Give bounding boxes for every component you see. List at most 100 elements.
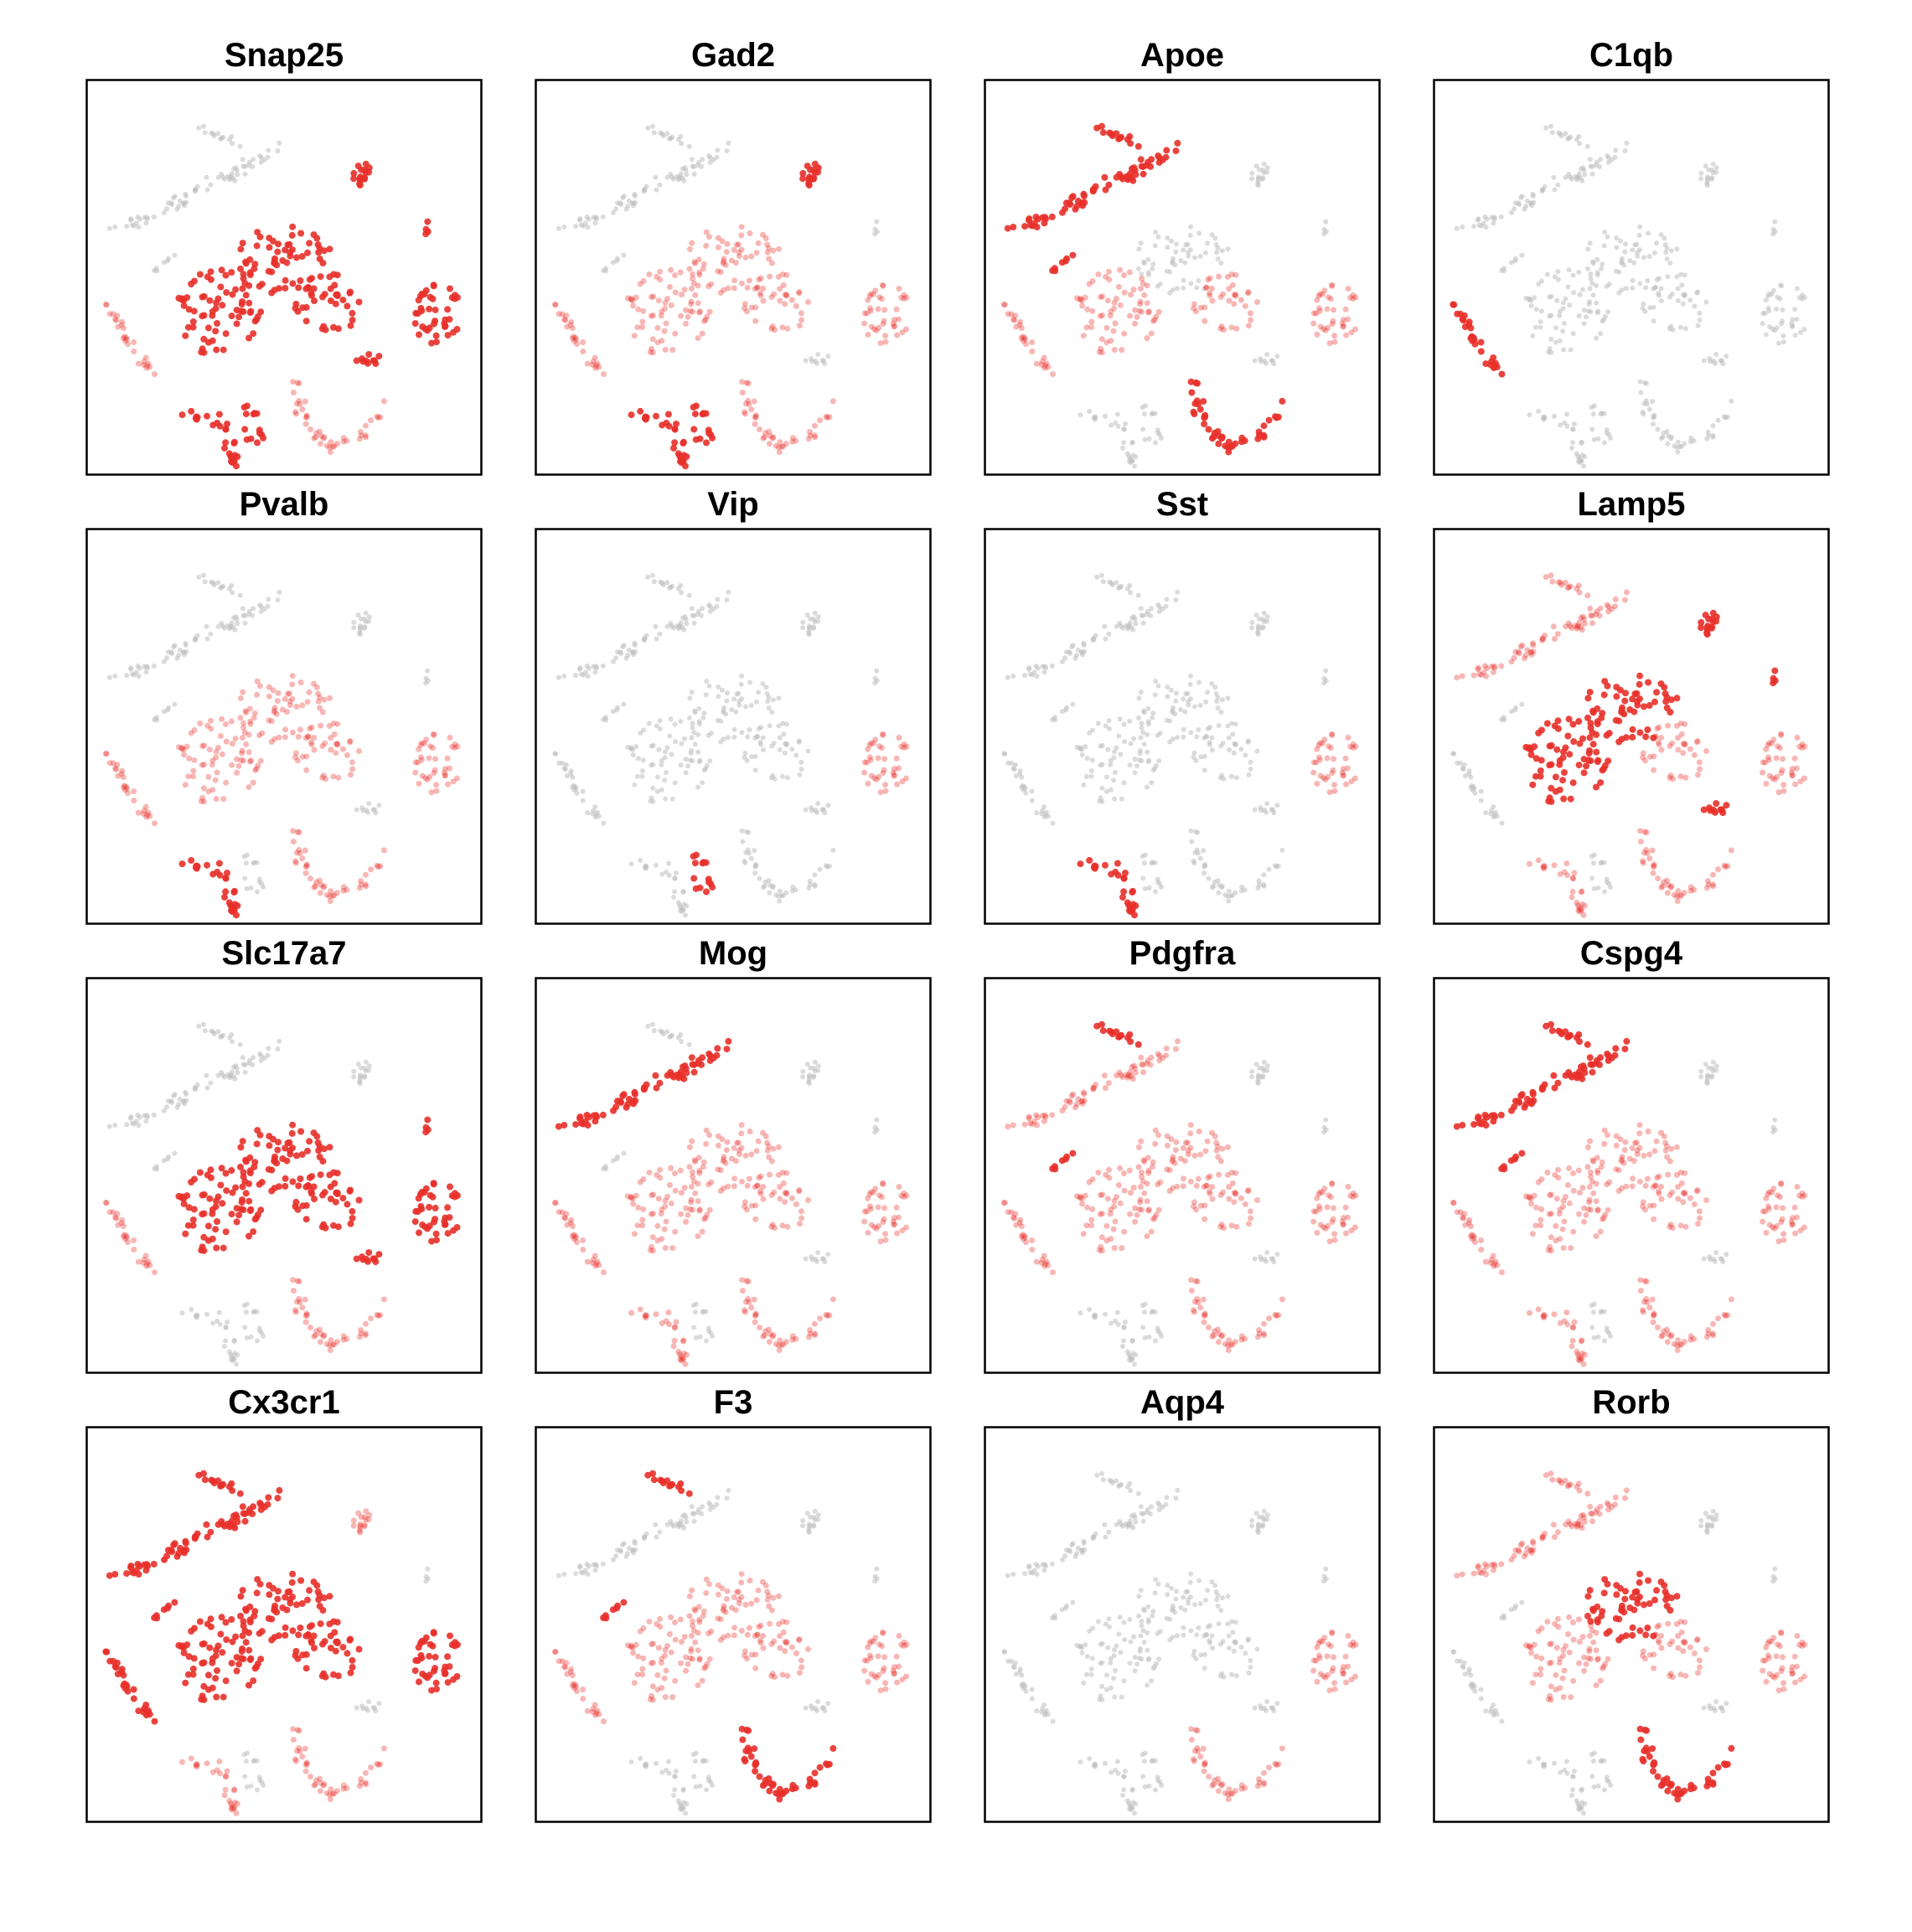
cell-point (1188, 730, 1194, 736)
cell-point (1216, 723, 1222, 729)
cell-point (1679, 282, 1685, 288)
cell-point (649, 762, 654, 768)
cell-point (224, 870, 230, 876)
cell-point (760, 1184, 767, 1190)
cell-point (1678, 271, 1684, 277)
cell-point (305, 733, 312, 740)
cell-point (1063, 707, 1068, 713)
cell-point (628, 411, 635, 419)
cell-point (824, 415, 830, 421)
cell-point (1578, 615, 1584, 621)
cell-point (1471, 224, 1477, 230)
cell-point (178, 744, 185, 751)
cell-point (876, 1222, 882, 1229)
cell-point (1650, 399, 1656, 405)
cell-point (222, 426, 230, 433)
cell-point (683, 320, 690, 327)
cell-point (702, 410, 710, 417)
cell-point (1760, 769, 1766, 776)
cell-point (190, 767, 197, 774)
cell-point (584, 1122, 592, 1129)
cell-point (431, 1204, 439, 1211)
cell-point (1559, 777, 1567, 784)
cell-point (1174, 1183, 1181, 1190)
cell-point (1587, 724, 1594, 731)
panel-title: Apoe (1140, 37, 1224, 74)
cell-point (1476, 222, 1482, 228)
cell-point (1153, 1211, 1160, 1218)
cell-point (282, 726, 289, 733)
cell-point (654, 862, 659, 868)
cell-point (773, 892, 779, 898)
cell-point (1566, 267, 1572, 273)
cell-point (363, 422, 369, 429)
cell-point (635, 306, 642, 313)
cell-point (649, 345, 655, 352)
cell-point (1314, 1229, 1320, 1236)
cell-point (1558, 581, 1565, 588)
cell-point (1721, 862, 1728, 869)
cell-point (896, 765, 902, 772)
cell-point (1691, 752, 1698, 758)
cell-point (697, 757, 703, 763)
cell-point (362, 432, 369, 439)
cell-point (654, 1222, 661, 1229)
cell-point (244, 852, 250, 858)
cell-point (356, 885, 363, 891)
cell-point (1637, 828, 1644, 834)
cell-point (1217, 325, 1224, 332)
cell-point (757, 1188, 763, 1195)
cell-point (235, 1352, 240, 1358)
cell-point (861, 320, 868, 327)
cell-point (1589, 741, 1597, 748)
cell-point (646, 721, 652, 726)
scatter-plot-snap25 (85, 79, 483, 476)
cell-point (1072, 1104, 1078, 1111)
cell-point (681, 178, 687, 183)
cell-point (1640, 858, 1646, 865)
cell-point (893, 306, 900, 313)
cell-point (682, 1361, 689, 1367)
cell-point (680, 1350, 687, 1356)
cell-point (590, 1257, 597, 1263)
cell-point (824, 1313, 830, 1319)
cell-point (1713, 1250, 1719, 1255)
cell-point (778, 443, 785, 450)
cell-point (147, 1262, 153, 1268)
cell-point (222, 888, 230, 896)
cell-point (695, 256, 702, 263)
cell-point (630, 200, 636, 206)
cell-point (1698, 618, 1705, 626)
cell-point (736, 1151, 742, 1158)
cell-point (703, 439, 710, 447)
cell-point (255, 889, 260, 895)
cell-point (241, 729, 248, 736)
cell-point (1797, 778, 1804, 785)
cell-point (246, 1170, 254, 1177)
cell-point (1080, 1231, 1087, 1237)
cell-point (758, 725, 764, 731)
cell-point (1798, 329, 1803, 335)
cell-point (219, 715, 225, 722)
cell-point (361, 174, 369, 182)
cell-point (145, 360, 152, 367)
cell-point (1138, 1138, 1145, 1144)
cell-point (208, 182, 214, 188)
cell-point (703, 242, 710, 249)
cell-point (1553, 339, 1558, 345)
cell-point (691, 259, 698, 266)
cell-point (1566, 584, 1573, 591)
cell-point (247, 1206, 255, 1213)
cell-point (1140, 1157, 1147, 1164)
cell-point (715, 597, 721, 602)
cell-point (1138, 606, 1144, 612)
cell-point (1765, 293, 1770, 299)
cell-point (658, 1211, 664, 1217)
cell-point (561, 316, 568, 323)
cell-point (1343, 332, 1350, 338)
cell-point (1279, 847, 1285, 853)
cell-point (1331, 333, 1338, 339)
cell-point (679, 1039, 685, 1045)
cell-point (253, 410, 261, 417)
cell-point (421, 740, 428, 746)
